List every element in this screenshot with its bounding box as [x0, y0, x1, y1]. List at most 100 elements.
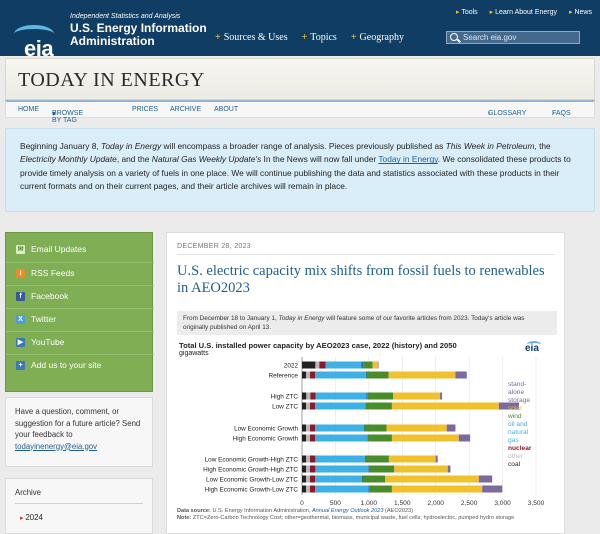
bar-segment-wind [366, 371, 389, 379]
source-link[interactable]: Annual Energy Outlook 2023 [311, 508, 384, 514]
sidebar-item-rss[interactable]: ≀ RSS Feeds [16, 268, 74, 278]
x-tick-label: 500 [330, 500, 341, 507]
sidebar-item-label: Twitter [31, 314, 57, 324]
notice-italic: This Week in Petroleum [445, 141, 535, 151]
bar-segment-wind [368, 465, 395, 473]
bar-segment-stand-alone-storage [447, 465, 451, 473]
search-icon[interactable] [450, 33, 458, 41]
bar-segment-coal [302, 465, 307, 473]
x-tick-label: 3,000 [494, 500, 511, 507]
legend-item-solar: solar [508, 405, 523, 412]
bar-segment-nuclear [310, 402, 316, 410]
bar-segment-oil [366, 392, 368, 400]
top-link-news[interactable]: News [569, 8, 592, 16]
bar-segment-coal [302, 475, 307, 483]
chevron-right-icon: › [488, 110, 491, 117]
bar-segment-nuclear [310, 434, 316, 442]
divider [6, 262, 154, 263]
bar-segment-other [306, 465, 311, 473]
subnav-archive[interactable]: ARCHIVE [170, 106, 202, 113]
feedback-email-link[interactable]: todayinenergy@eia.gov [15, 441, 98, 451]
nav-sources-uses[interactable]: + Sources & Uses [215, 32, 288, 43]
notice-banner: Beginning January 8, Today in Energy wil… [5, 128, 595, 212]
legend-item-stand-alone-storage: stand-alone storage [508, 381, 530, 404]
category-label: High Economic Growth [233, 435, 299, 442]
intro-text: will feature some of our favorite articl… [183, 315, 525, 331]
bar-segment-stand-alone-storage [455, 371, 467, 379]
sidebar-item-label: YouTube [31, 337, 65, 347]
subnav-home[interactable]: HOME [18, 106, 39, 113]
sidebar-item-add-site[interactable]: + Add us to your site [16, 360, 101, 370]
org-name[interactable]: U.S. Energy Information Administration [70, 21, 207, 48]
feedback-text: Have a question, comment, or suggestion … [15, 407, 141, 439]
bar-segment-solar [391, 485, 483, 493]
subnav-about[interactable]: ABOUT [214, 106, 239, 113]
article-intro: From December 18 to January 1, Today in … [177, 311, 557, 335]
bar-segment-solar [393, 392, 441, 400]
rss-icon: ≀ [16, 268, 25, 278]
sidebar-item-facebook[interactable]: f Facebook [16, 291, 68, 301]
bar-segment-natural-gas [315, 371, 366, 379]
bar-segment-stand-alone-storage [458, 434, 471, 442]
sidebar-item-email[interactable]: ✉ Email Updates [16, 244, 86, 254]
legend-item-coal: coal [508, 461, 521, 468]
caret-down-icon: ▾ [52, 111, 56, 118]
article-date: DECEMBER 28, 2023 [177, 243, 251, 250]
bar-segment-stand-alone-storage [446, 424, 456, 432]
divider [15, 503, 143, 504]
bar-segment-coal [302, 392, 307, 400]
bar-segment-stand-alone-storage [377, 361, 379, 369]
category-label: High ZTC [271, 393, 299, 400]
article-headline[interactable]: U.S. electric capacity mix shifts from f… [177, 263, 545, 296]
sidebar-item-youtube[interactable]: ▶ YouTube [16, 337, 64, 347]
bar-segment-wind [367, 434, 392, 442]
archive-box: Archive 2024 [5, 478, 153, 534]
bar-segment-wind [367, 392, 394, 400]
sidebar-item-label: Email Updates [31, 244, 87, 254]
plus-icon: + [301, 32, 308, 43]
sidebar-item-label: Facebook [31, 291, 69, 301]
facebook-icon: f [16, 291, 25, 301]
bar-segment-stand-alone-storage [440, 392, 443, 400]
bar-segment-oil [364, 455, 366, 463]
bar-segment-nuclear [310, 424, 316, 432]
bar-segment-oil [363, 424, 365, 432]
bar-segment-nuclear [310, 392, 316, 400]
tagline: Independent Statistics and Analysis [70, 13, 181, 20]
youtube-icon: ▶ [16, 337, 25, 347]
top-link-tools[interactable]: Tools [456, 8, 477, 16]
bar-segment-solar [385, 475, 479, 483]
bar-segment-wind [365, 455, 389, 463]
notice-link[interactable]: Today in Energy [378, 154, 438, 165]
bar-segment-coal [302, 434, 307, 442]
search-input[interactable]: Search eia.gov [446, 31, 580, 44]
nav-geography[interactable]: + Geography [351, 32, 404, 43]
top-links: Tools Learn About Energy News [456, 8, 592, 16]
bar-segment-coal [302, 424, 307, 432]
top-link-learn[interactable]: Learn About Energy [490, 8, 557, 16]
bar-segment-natural-gas [315, 465, 369, 473]
archive-year-2024[interactable]: 2024 [20, 513, 42, 522]
bar-segment-oil [361, 475, 363, 483]
bar-segment-other [315, 361, 320, 369]
bar-segment-solar [391, 434, 459, 442]
notice-text: . We consolidated these products to prov… [20, 154, 571, 192]
eia-logo[interactable]: eia [6, 14, 66, 61]
social-sidebar: ✉ Email Updates ≀ RSS Feeds f Facebook X… [5, 232, 154, 392]
note-label: Note: [177, 515, 192, 521]
bar-segment-solar [388, 371, 456, 379]
archive-heading: Archive [15, 488, 41, 497]
divider [177, 254, 555, 255]
sidebar-item-twitter[interactable]: X Twitter [16, 314, 56, 324]
bar-segment-other [306, 434, 311, 442]
nav-topics[interactable]: + Topics [302, 32, 337, 43]
subnav-prices[interactable]: PRICES [132, 106, 159, 113]
notice-italic: Natural Gas Weekly Update's [151, 154, 262, 165]
x-tick-label: 3,500 [528, 500, 545, 507]
chart-title: Total U.S. installed power capacity by A… [179, 341, 457, 350]
legend-item-nuclear: nuclear [508, 445, 532, 452]
bar-segment-coal [302, 361, 316, 369]
divider [6, 354, 154, 355]
intro-text: From December 18 to January 1, [183, 315, 279, 322]
bar-segment-natural-gas [315, 455, 365, 463]
